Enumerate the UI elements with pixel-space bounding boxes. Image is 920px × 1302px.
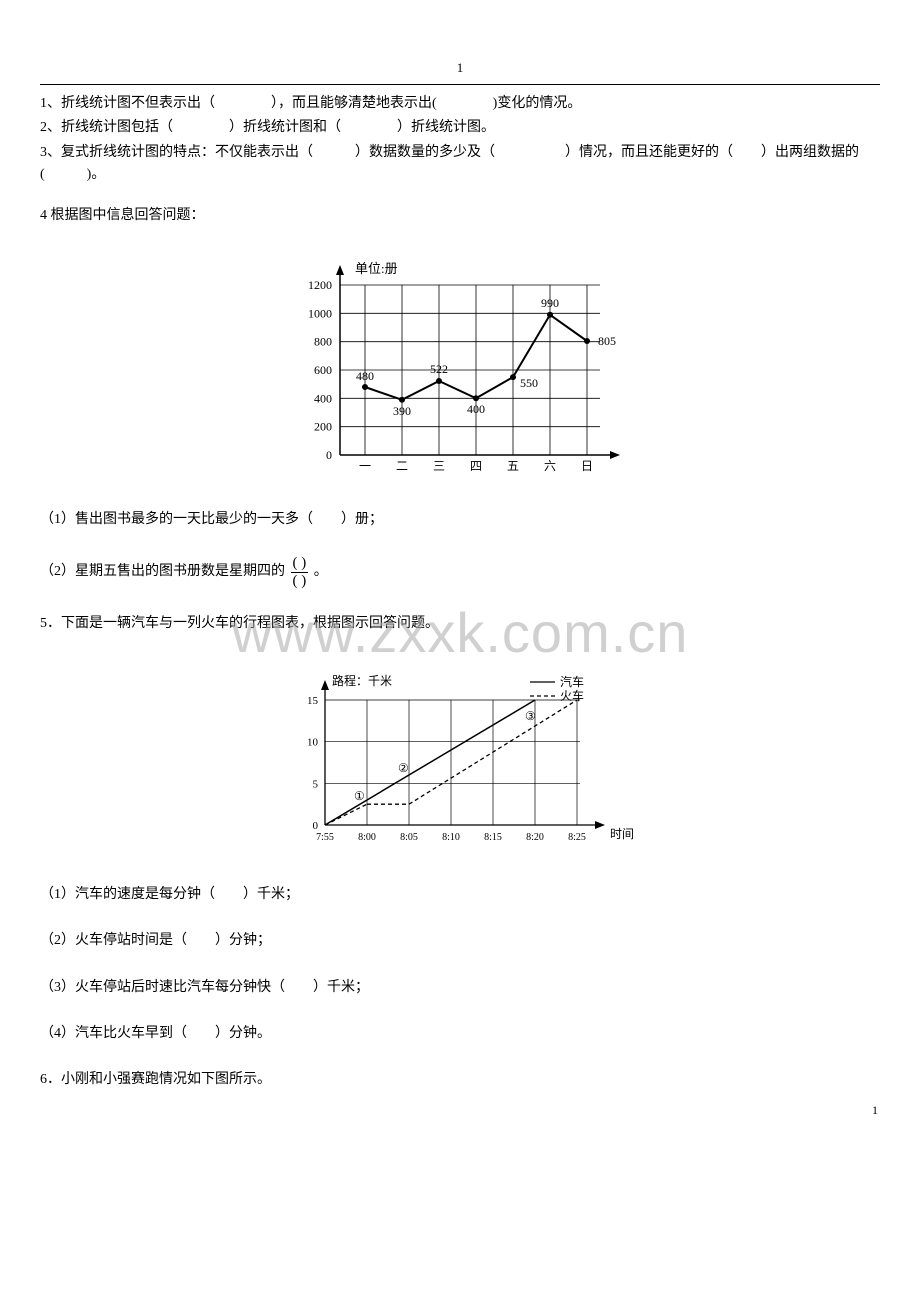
svg-text:600: 600: [314, 363, 332, 377]
svg-text:1000: 1000: [308, 306, 332, 320]
question-2: 2、折线统计图包括（ ）折线统计图和（ ）折线统计图。: [40, 117, 880, 139]
header-rule: [40, 84, 880, 85]
svg-text:①: ①: [354, 789, 365, 803]
q4-sub2-prefix: （2）星期五售出的图书册数是星期四的: [40, 565, 285, 580]
chart2-circled-labels: ① ② ③: [354, 709, 536, 803]
svg-text:480: 480: [356, 369, 374, 383]
page-header-number: 1: [40, 60, 880, 76]
question-3: 3、复式折线统计图的特点：不仅能表示出（ ）数据数量的多少及（ ）情况，而且还能…: [40, 142, 880, 187]
svg-text:390: 390: [393, 404, 411, 418]
question-4-sub1: （1）售出图书最多的一天比最少的一天多（ ）册；: [40, 509, 880, 531]
chart1-y-label: 单位:册: [355, 261, 398, 276]
question-4-intro: 4 根据图中信息回答问题：: [40, 205, 880, 227]
question-6-intro: 6．小刚和小强赛跑情况如下图所示。: [40, 1069, 880, 1091]
question-5-sub2: （2）火车停站时间是（ ）分钟；: [40, 930, 880, 952]
chart1-value-labels: 480 390 522 400 550 990 805: [356, 296, 616, 418]
svg-text:550: 550: [520, 376, 538, 390]
svg-text:一: 一: [359, 459, 371, 473]
svg-text:8:00: 8:00: [358, 832, 376, 843]
svg-text:8:15: 8:15: [484, 832, 502, 843]
svg-text:五: 五: [507, 459, 519, 473]
svg-text:8:25: 8:25: [568, 832, 586, 843]
svg-text:400: 400: [467, 402, 485, 416]
svg-text:990: 990: [541, 296, 559, 310]
svg-text:三: 三: [433, 459, 445, 473]
svg-text:10: 10: [307, 736, 319, 748]
question-5-sub1: （1）汽车的速度是每分钟（ ）千米；: [40, 884, 880, 906]
svg-text:805: 805: [598, 334, 616, 348]
fraction-num: ( ): [291, 555, 309, 573]
svg-text:日: 日: [581, 459, 593, 473]
svg-text:②: ②: [398, 761, 409, 775]
svg-text:522: 522: [430, 362, 448, 376]
svg-text:15: 15: [307, 695, 319, 707]
q4-sub2-suffix: 。: [314, 565, 328, 580]
svg-text:400: 400: [314, 391, 332, 405]
question-4-sub2: （2）星期五售出的图书册数是星期四的 ( ) ( ) 。: [40, 555, 880, 589]
fraction-blank: ( ) ( ): [291, 555, 309, 589]
travel-chart: 路程：千米 时间 汽车 火车 0 5 10 15 7:55 8:00 8:05: [270, 660, 650, 860]
question-5-intro: 5．下面是一辆汽车与一列火车的行程图表，根据图示回答问题。: [40, 613, 880, 635]
svg-text:火车: 火车: [560, 688, 584, 703]
svg-text:800: 800: [314, 335, 332, 349]
svg-text:8:10: 8:10: [442, 832, 460, 843]
chart2-x-label: 时间: [610, 827, 634, 841]
chart2-x-grid: 7:55 8:00 8:05 8:10 8:15 8:20 8:25: [316, 700, 586, 843]
question-5-sub4: （4）汽车比火车早到（ ）分钟。: [40, 1023, 880, 1045]
svg-text:二: 二: [396, 459, 408, 473]
svg-text:六: 六: [544, 459, 556, 473]
svg-text:8:20: 8:20: [526, 832, 544, 843]
footer-page-number: 1: [872, 1103, 878, 1118]
svg-text:四: 四: [470, 459, 482, 473]
svg-text:7:55: 7:55: [316, 832, 334, 843]
chart2-legend: 汽车 火车: [530, 674, 584, 703]
svg-text:200: 200: [314, 420, 332, 434]
svg-text:0: 0: [326, 448, 332, 462]
book-sales-chart: 单位:册 0 200 400 600 800 1000 1200 一 二 三: [280, 245, 640, 485]
chart2-y-label: 路程：千米: [332, 673, 392, 688]
svg-text:0: 0: [313, 820, 319, 832]
question-1: 1、折线统计图不但表示出（ ），而且能够清楚地表示出( )变化的情况。: [40, 93, 880, 115]
svg-text:5: 5: [313, 778, 319, 790]
fraction-den: ( ): [291, 573, 309, 590]
svg-text:1200: 1200: [308, 278, 332, 292]
svg-text:汽车: 汽车: [560, 674, 584, 689]
svg-text:③: ③: [525, 709, 536, 723]
question-5-sub3: （3）火车停站后时速比汽车每分钟快（ ）千米；: [40, 977, 880, 999]
chart-2-container: 路程：千米 时间 汽车 火车 0 5 10 15 7:55 8:00 8:05: [40, 660, 880, 860]
chart-1-container: 单位:册 0 200 400 600 800 1000 1200 一 二 三: [40, 245, 880, 485]
svg-text:8:05: 8:05: [400, 832, 418, 843]
chart2-car-line: [325, 700, 535, 825]
